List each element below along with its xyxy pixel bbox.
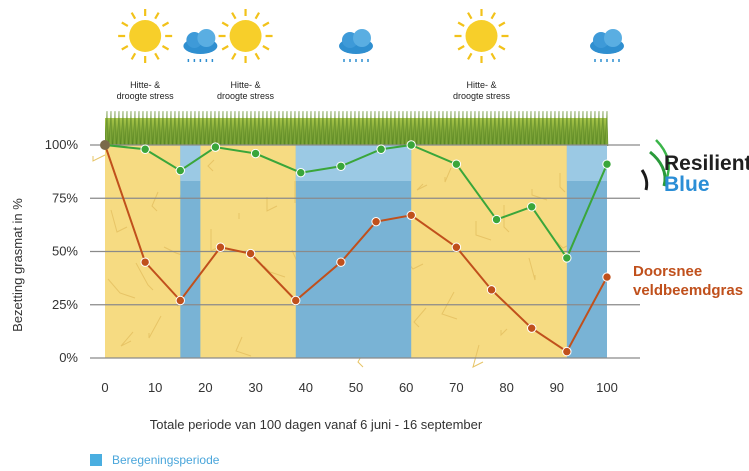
x-tick-label: 80	[499, 380, 513, 395]
brand-logo: Resilient Blue	[642, 140, 749, 196]
series-label-line1: Doorsnee	[633, 263, 702, 280]
series-1-point	[297, 168, 305, 176]
series-2-point	[216, 243, 224, 251]
series-1-point	[176, 166, 184, 174]
series-2-point	[141, 258, 149, 266]
start-point	[100, 140, 110, 150]
legend: Beregeningsperiode	[90, 453, 220, 467]
y-tick-label: 100%	[45, 137, 79, 152]
series-1-point	[377, 145, 385, 153]
series-1-point	[337, 162, 345, 170]
x-axis-label: Totale periode van 100 dagen vanaf 6 jun…	[150, 417, 483, 432]
irrigation-band-highlight-3	[567, 145, 607, 181]
grass-strip	[105, 111, 608, 146]
sun-icon	[219, 9, 273, 63]
sun-icon	[118, 9, 172, 63]
x-tick-label: 10	[148, 380, 162, 395]
series-1-point	[563, 254, 571, 262]
series-2-point	[563, 347, 571, 355]
series-2-point	[603, 273, 611, 281]
stress-label: Hitte- &	[130, 80, 160, 90]
x-axis-ticks: 0 10 20 30 40 50 60 70 80 90 100	[101, 380, 617, 395]
series-1-point	[492, 215, 500, 223]
x-tick-label: 50	[349, 380, 363, 395]
weather-icons	[118, 9, 624, 63]
y-axis-ticks: 0% 25% 50% 75% 100%	[45, 137, 79, 365]
sun-icon	[455, 9, 509, 63]
series-2-point	[292, 296, 300, 304]
brand-name-line1: Resilient	[664, 152, 749, 175]
series-2-point	[372, 217, 380, 225]
irrigation-band-highlight-2	[296, 145, 411, 181]
y-tick-label: 50%	[52, 244, 78, 259]
x-tick-label: 40	[299, 380, 313, 395]
series-2-point	[176, 296, 184, 304]
y-tick-label: 75%	[52, 190, 78, 205]
x-tick-label: 20	[198, 380, 212, 395]
series-2-point	[452, 243, 460, 251]
y-tick-label: 0%	[59, 350, 78, 365]
series-1-point	[251, 149, 259, 157]
series-1-point	[452, 160, 460, 168]
stress-label: droogte stress	[117, 91, 175, 101]
period-bands	[93, 145, 607, 367]
series-2-point	[487, 286, 495, 294]
series-1-point	[528, 203, 536, 211]
series-2-point	[337, 258, 345, 266]
x-tick-label: 30	[248, 380, 262, 395]
stress-label: droogte stress	[453, 91, 511, 101]
rain-cloud-icon	[339, 29, 373, 62]
series-2-point	[407, 211, 415, 219]
series-2-point	[246, 249, 254, 257]
x-tick-label: 0	[101, 380, 108, 395]
series-1-point	[211, 143, 219, 151]
stress-label: Hitte- &	[466, 80, 496, 90]
brand-name-line2: Blue	[664, 173, 710, 196]
rain-cloud-icon	[590, 29, 624, 62]
y-tick-label: 25%	[52, 297, 78, 312]
series-2-point	[528, 324, 536, 332]
rain-cloud-icon	[183, 29, 217, 62]
x-tick-label: 100	[596, 380, 618, 395]
x-tick-label: 60	[399, 380, 413, 395]
series-1-point	[407, 141, 415, 149]
legend-swatch	[90, 454, 102, 466]
x-tick-label: 70	[449, 380, 463, 395]
stress-label: droogte stress	[217, 91, 275, 101]
series-1-point	[603, 160, 611, 168]
stress-label: Hitte- &	[231, 80, 261, 90]
series-label-line2: veldbeemdgras	[633, 282, 743, 299]
y-axis-label: Bezetting grasmat in %	[10, 198, 25, 332]
x-tick-label: 90	[550, 380, 564, 395]
legend-label: Beregeningsperiode	[112, 453, 220, 467]
series-1-point	[141, 145, 149, 153]
